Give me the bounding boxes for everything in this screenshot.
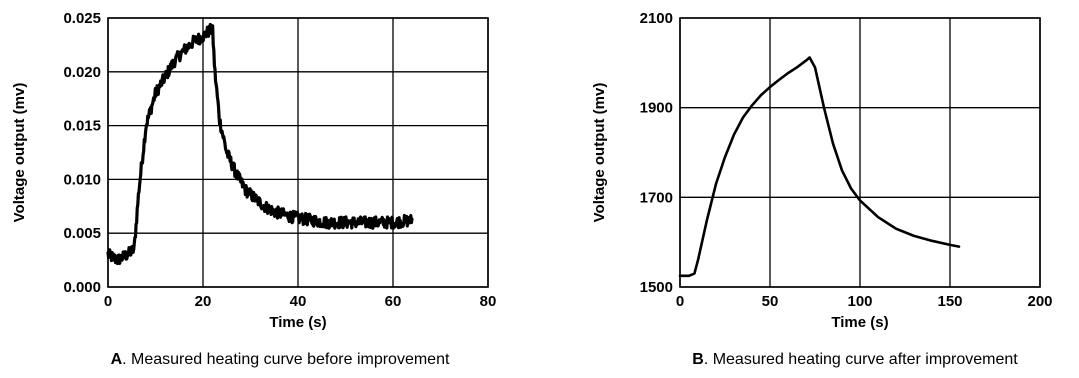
b-y-tick-label: 1500 bbox=[640, 279, 673, 296]
b-x-tick-label: 150 bbox=[937, 293, 962, 310]
a-plot-frame bbox=[107, 17, 489, 288]
chart-a: 0 20 40 60 80 0.000 0.005 0.010 0.015 0.020 0.025 T… bbox=[11, 10, 496, 331]
b-y-tick-label: 1700 bbox=[640, 189, 673, 206]
b-series-line bbox=[678, 56, 961, 278]
b-x-tick-label: 50 bbox=[762, 293, 779, 310]
a-y-axis-label: Voltage output (mv) bbox=[11, 83, 28, 223]
a-y-tick-label: 0.000 bbox=[63, 279, 101, 296]
a-x-tick-label: 60 bbox=[385, 293, 402, 310]
b-x-tick-label: 0 bbox=[676, 293, 684, 310]
b-y-tick-label: 2100 bbox=[640, 10, 673, 27]
a-series-line bbox=[106, 22, 414, 266]
b-x-axis-label: Time (s) bbox=[831, 314, 888, 331]
chart-b: 0 50 100 150 200 1500 1700 1900 2100 Time (s) Volt… bbox=[591, 10, 1053, 331]
a-y-tick-label: 0.025 bbox=[63, 10, 101, 27]
a-x-tick-label: 0 bbox=[104, 293, 112, 310]
a-y-tick-label: 0.020 bbox=[63, 64, 101, 81]
caption-a: A. Measured heating curve before improve… bbox=[111, 351, 450, 368]
a-y-tick-label: 0.005 bbox=[63, 225, 101, 242]
caption-b: B. Measured heating curve after improvem… bbox=[692, 351, 1018, 368]
a-y-tick-label: 0.010 bbox=[63, 171, 101, 188]
a-x-tick-label: 20 bbox=[195, 293, 212, 310]
a-x-axis-label: Time (s) bbox=[269, 314, 326, 331]
b-x-tick-label: 200 bbox=[1027, 293, 1052, 310]
a-x-tick-label: 40 bbox=[290, 293, 307, 310]
b-x-tick-label: 100 bbox=[847, 293, 872, 310]
b-y-tick-label: 1900 bbox=[640, 100, 673, 117]
b-y-axis-label: Voltage output (mv) bbox=[591, 83, 608, 223]
b-plot-frame bbox=[679, 17, 1041, 288]
a-x-tick-label: 80 bbox=[480, 293, 497, 310]
a-y-tick-label: 0.015 bbox=[63, 118, 101, 135]
